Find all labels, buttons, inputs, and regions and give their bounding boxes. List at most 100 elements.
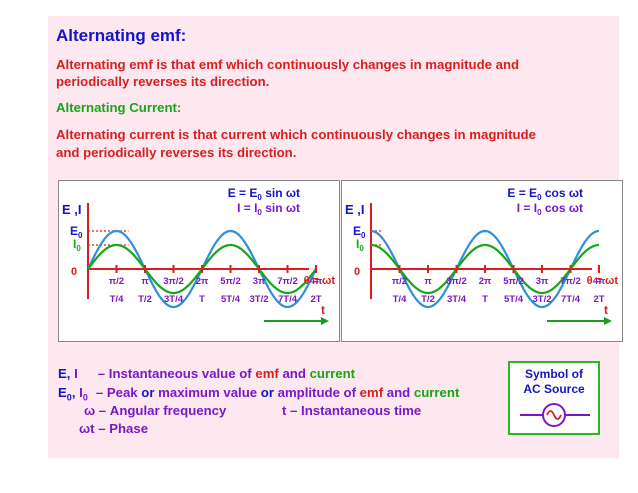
current-eq-lhs: I = I: [517, 201, 537, 215]
angle-tick-label: 5π/2: [220, 276, 240, 287]
angle-tick-label: 4π: [310, 276, 323, 287]
angle-tick-label: π/2: [109, 276, 124, 287]
legend-i0-subscript: 0: [82, 392, 88, 403]
time-tick-label: T/4: [110, 294, 124, 305]
e0-subscript: 0: [361, 231, 366, 240]
legend-i-symbol: I: [74, 366, 78, 381]
legend-angular-frequency: ω – Angular frequency: [84, 403, 227, 418]
time-tick-label: 7T/4: [561, 294, 581, 305]
time-tick-label: 3T/2: [249, 294, 268, 305]
emf-equation: E = E0 cos ωt: [507, 186, 583, 202]
theta-axis-label: θ = ωt: [587, 275, 619, 287]
t-axis-label: t: [604, 303, 608, 317]
current-eq-rhs: sin ωt: [262, 201, 300, 215]
legend-maximum-text: maximum value: [154, 385, 261, 400]
theta-axis-label: θ = ωt: [304, 275, 336, 287]
symbol-label-line2: AC Source: [523, 382, 585, 396]
legend-i0-symbol: I: [79, 385, 83, 400]
angle-tick-label: 3π: [253, 276, 266, 287]
time-tick-label: T/4: [393, 294, 407, 305]
angle-tick-label: 4π: [593, 276, 606, 287]
emf-waveform: [370, 229, 600, 309]
emf-eq-subscript: 0: [537, 193, 542, 202]
page-title: Alternating emf:: [56, 26, 187, 45]
time-tick-label: 2T: [593, 294, 604, 305]
y-axis-label: E ,I: [345, 202, 365, 217]
emf-eq-lhs: E = E: [228, 186, 258, 200]
angle-tick-label: 5π/2: [503, 276, 523, 287]
current-eq-rhs: cos ωt: [542, 201, 583, 215]
legend-comma-2: ,: [71, 385, 80, 400]
cosine-graph-panel: E = E0 cos ωt I = I0 cos ωt E ,I E0 I0 0 π/2 π 3…: [341, 180, 623, 342]
legend-e0-symbol: E: [58, 385, 67, 400]
current-waveform: [370, 243, 600, 295]
legend-line-peak: E0, I0– Peak or maximum value or amplitu…: [58, 385, 459, 403]
emf-eq-rhs: sin ωt: [262, 186, 300, 200]
current-eq-subscript: 0: [537, 208, 542, 217]
current-definition-line1: Alternating current is that current whic…: [56, 127, 536, 142]
time-tick-label: 2T: [310, 294, 321, 305]
legend-or-word-2: or: [260, 385, 274, 400]
time-tick-label: 5T/4: [221, 294, 241, 305]
current-equation: I = I0 sin ωt: [237, 201, 300, 217]
emf-eq-lhs: E = E: [507, 186, 537, 200]
legend-emf-word-2: emf: [359, 385, 384, 400]
current-eq-subscript: 0: [257, 208, 262, 217]
ac-source-wave-icon: [546, 410, 562, 420]
ac-source-symbol-box: Symbol of AC Source: [508, 361, 600, 435]
legend-current-word: current: [309, 366, 356, 381]
emf-eq-subscript: 0: [257, 193, 262, 202]
angle-tick-label: 2π: [479, 276, 492, 287]
i0-subscript: 0: [359, 244, 364, 253]
legend-phase: ωt – Phase: [79, 421, 149, 436]
i0-subscript: 0: [76, 244, 81, 253]
angle-tick-label: π: [141, 276, 149, 287]
legend-line-instantaneous: E, I – Instantaneous value of emf and cur…: [58, 366, 355, 381]
legend-emf-word: emf: [255, 366, 279, 381]
time-tick-label: 3T/2: [532, 294, 551, 305]
origin-label: 0: [71, 266, 77, 278]
t-arrow-head: [604, 317, 612, 325]
legend-and-word: and: [278, 366, 310, 381]
current-definition-line2: and periodically reverses its direction.: [56, 145, 297, 160]
angle-tick-label: 7π/2: [277, 276, 297, 287]
time-tick-label: 5T/4: [504, 294, 524, 305]
angle-tick-label: 3π/2: [163, 276, 183, 287]
i0-label: I0: [73, 237, 81, 253]
angle-tick-label: π: [424, 276, 432, 287]
e0-label: E0: [353, 224, 366, 240]
emf-equation: E = E0 sin ωt: [228, 186, 300, 202]
current-eq-lhs: I = I: [237, 201, 257, 215]
angle-tick-label: π/2: [392, 276, 407, 287]
time-tick-label: T: [482, 294, 488, 305]
t-arrow-head: [321, 317, 329, 325]
legend-or-word: or: [141, 385, 155, 400]
sine-graph-panel: E = E0 sin ωt I = I0 sin ωt E ,I E0 I0 0 π/2 π 3…: [58, 180, 340, 342]
ac-source-symbol: [520, 403, 590, 427]
time-tick-label: 3T/4: [164, 294, 184, 305]
i0-label: I0: [356, 237, 364, 253]
current-equation: I = I0 cos ωt: [517, 201, 583, 217]
legend-e-symbol: E: [58, 366, 67, 381]
time-tick-label: T/2: [421, 294, 435, 305]
legend-peak-text: – Peak: [95, 385, 142, 400]
time-tick-label: T/2: [138, 294, 152, 305]
time-tick-label: T: [199, 294, 205, 305]
current-heading: Alternating Current:: [56, 100, 182, 115]
legend-comma: ,: [66, 366, 75, 381]
origin-label: 0: [354, 266, 360, 278]
legend-e0-subscript: 0: [66, 392, 72, 403]
legend-current-word-2: current: [413, 385, 460, 400]
time-tick-label: 3T/4: [447, 294, 467, 305]
emf-definition-line1: Alternating emf is that emf which contin…: [56, 57, 520, 72]
angle-tick-label: 2π: [196, 276, 209, 287]
legend-instantaneous-time: t – Instantaneous time: [282, 403, 422, 418]
legend-and-word-2: and: [383, 385, 414, 400]
angle-tick-label: 7π/2: [560, 276, 580, 287]
t-axis-label: t: [321, 303, 325, 317]
angle-tick-label: 3π/2: [446, 276, 466, 287]
symbol-label-line1: Symbol of: [524, 367, 583, 381]
time-tick-label: 7T/4: [278, 294, 298, 305]
